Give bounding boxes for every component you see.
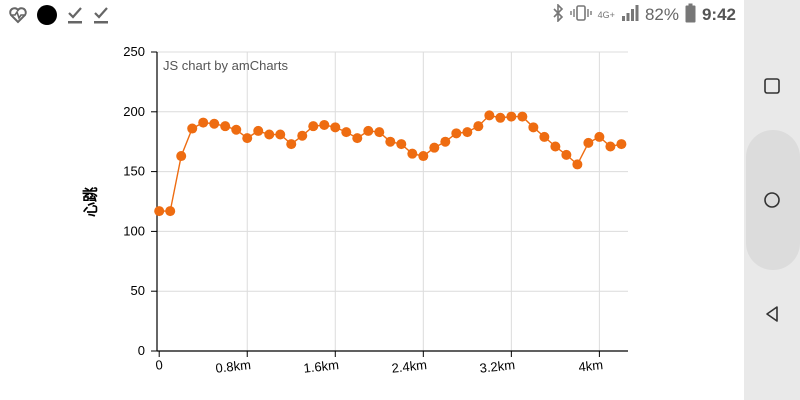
y-tick-label: 0 [138, 343, 145, 358]
data-point [451, 128, 462, 139]
data-point [605, 141, 616, 152]
data-point [242, 133, 253, 144]
chart-credit[interactable]: JS chart by amCharts [163, 58, 288, 73]
x-tick-label: 3.2km [479, 357, 516, 376]
data-point [198, 117, 209, 128]
data-point [253, 125, 264, 136]
heart-rate-chart: 0 50 100 150 200 250 0 0.8km 1.6km 2.4km 3.2km 4km [0, 30, 744, 400]
axes: 0 50 100 150 200 250 0 0.8km 1.6km 2.4km 3.2km 4km [123, 44, 628, 376]
grid [157, 51, 628, 351]
data-point [594, 131, 605, 142]
data-point [352, 133, 363, 144]
data-point [341, 127, 352, 138]
signal-icon [621, 4, 639, 27]
data-point [209, 118, 220, 129]
y-tick-label: 100 [123, 223, 145, 238]
data-point [539, 131, 550, 142]
data-point [330, 122, 341, 133]
heart-rate-icon [8, 5, 28, 25]
data-point [231, 124, 242, 135]
clock: 9:42 [701, 5, 736, 24]
x-tick-label: 1.6km [303, 357, 340, 376]
data-point [154, 206, 165, 217]
data-point [517, 111, 528, 122]
chart-canvas: 0 50 100 150 200 250 0 0.8km 1.6km 2.4km 3.2km 4km [123, 44, 628, 376]
battery-icon [685, 3, 696, 28]
y-tick-label: 150 [123, 164, 145, 179]
data-point [385, 136, 396, 147]
series [154, 110, 627, 217]
data-point [550, 141, 561, 152]
navigation-bar [744, 0, 800, 400]
data-point [264, 129, 275, 140]
data-point [572, 159, 583, 170]
data-point [462, 127, 473, 138]
data-point [484, 110, 495, 121]
y-axis-label: 心跳 [82, 186, 100, 218]
data-point [308, 121, 319, 132]
status-bar-right: 4G+ 82% 9:42 [552, 2, 736, 28]
bluetooth-icon [552, 2, 564, 27]
data-point [176, 151, 187, 162]
data-point [440, 136, 451, 147]
data-point [220, 121, 231, 132]
check-download-icon [66, 5, 84, 25]
status-bar-left [8, 4, 110, 26]
network-4g-icon: 4G+ [597, 9, 615, 20]
recents-button[interactable] [760, 74, 784, 98]
y-tick-label: 50 [131, 283, 145, 298]
data-point [319, 119, 330, 130]
data-point [561, 149, 572, 160]
network-label: 4G+ [597, 9, 615, 20]
check-download-icon [92, 5, 110, 25]
data-point [407, 148, 418, 159]
data-point [528, 122, 539, 133]
data-point [396, 139, 407, 150]
data-point [495, 112, 506, 123]
x-tick-label: 2.4km [391, 357, 428, 376]
y-tick-label: 200 [123, 104, 145, 119]
vibrate-icon [569, 4, 592, 27]
back-button[interactable] [760, 302, 784, 326]
data-point [275, 129, 286, 140]
data-point [583, 137, 594, 148]
home-icon [764, 192, 780, 208]
home-button[interactable] [760, 188, 784, 212]
data-point [363, 125, 374, 136]
data-point [418, 151, 429, 162]
data-point [616, 139, 627, 150]
data-point [473, 121, 484, 132]
dot-icon [36, 4, 58, 26]
x-tick-label: 4km [578, 357, 604, 374]
nav-home-highlight [746, 130, 800, 270]
recents-icon [764, 78, 780, 94]
data-point [374, 127, 385, 138]
status-bar: 4G+ 82% 9:42 [0, 0, 744, 30]
battery-percent: 82% [644, 5, 679, 24]
data-point [429, 142, 440, 153]
x-tick-label: 0.8km [215, 357, 252, 376]
data-point [506, 111, 517, 122]
back-icon [766, 306, 778, 322]
data-point [187, 123, 198, 134]
data-point [297, 130, 308, 141]
y-tick-label: 250 [123, 44, 145, 59]
data-point [286, 139, 297, 150]
x-tick-label: 0 [155, 357, 164, 373]
data-point [165, 206, 176, 217]
